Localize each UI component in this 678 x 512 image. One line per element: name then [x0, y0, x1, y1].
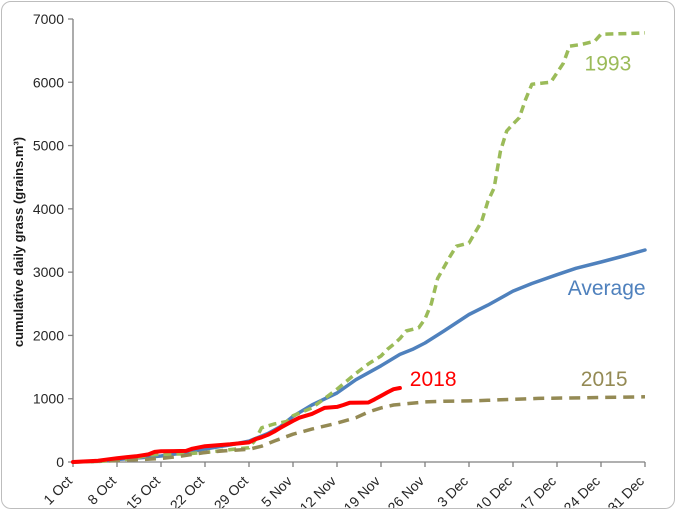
- x-tick-label: 19 Nov: [340, 473, 383, 509]
- series-line-2015: [72, 395, 646, 464]
- y-tick-label: 7000: [33, 11, 64, 27]
- y-tick-label: 2000: [33, 327, 64, 343]
- y-tick-label: 4000: [33, 201, 64, 217]
- series-label-average: Average: [568, 277, 646, 300]
- series-line-average: [71, 248, 647, 464]
- series-line-1993: [72, 31, 646, 464]
- x-tick-label: 8 Oct: [84, 473, 119, 508]
- x-tick-label: 10 Dec: [472, 473, 515, 509]
- y-tick-label: 0: [56, 454, 64, 470]
- y-tick-label: 1000: [33, 391, 64, 407]
- y-axis-title: cumulative daily grass (grains.m³): [11, 137, 26, 347]
- y-tick-label: 6000: [33, 74, 64, 90]
- x-tick-label: 29 Oct: [211, 473, 252, 509]
- y-tick-label: 5000: [33, 138, 64, 154]
- x-tick-label: 15 Oct: [123, 473, 164, 509]
- x-tick-label: 31 Dec: [604, 473, 647, 509]
- x-tick-label: 1 Oct: [40, 473, 75, 508]
- x-tick-label: 3 Dec: [434, 473, 471, 509]
- series-line-2018: [71, 386, 402, 464]
- x-tick-label: 22 Oct: [167, 473, 208, 509]
- x-tick-label: 26 Nov: [384, 473, 427, 509]
- series-label-1993: 1993: [585, 52, 632, 75]
- y-tick-label: 3000: [33, 264, 64, 280]
- x-tick-label: 5 Nov: [258, 473, 295, 509]
- x-tick-label: 24 Dec: [560, 473, 603, 509]
- series-label-2018: 2018: [410, 368, 457, 391]
- x-tick-label: 17 Dec: [516, 473, 559, 509]
- series-label-2015: 2015: [581, 368, 628, 391]
- x-tick-label: 12 Nov: [296, 473, 339, 509]
